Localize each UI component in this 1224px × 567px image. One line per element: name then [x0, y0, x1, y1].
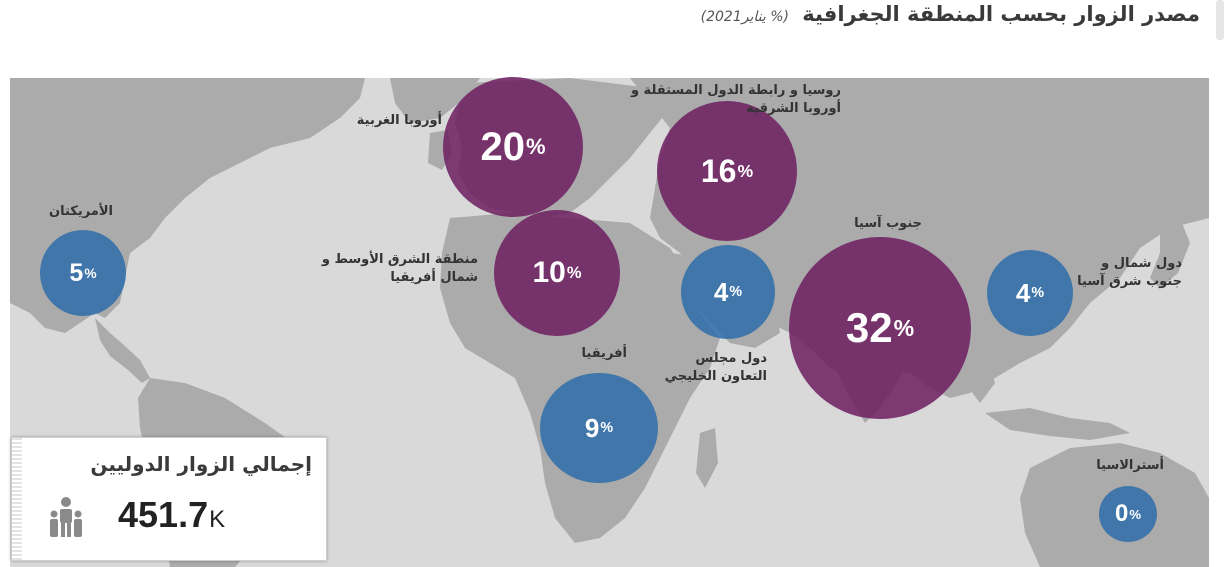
bubble-mena: 10% [494, 210, 620, 336]
value-ne-se-asia: 4 [1015, 277, 1031, 308]
unit-russia-cis: % [737, 160, 754, 181]
card-stripe [12, 438, 22, 560]
unit-western-europe: % [525, 134, 546, 159]
label-south-asia: جنوب آسيا [854, 216, 922, 231]
unit-americas: % [84, 265, 97, 281]
bubble-gcc: 4% [681, 245, 775, 339]
label-western-europe: أوروبا الغربية [356, 113, 442, 128]
value-gcc: 4 [713, 276, 729, 307]
label-mena: منطقة الشرق الأوسط و شمال أفريقيا [322, 251, 478, 287]
title-subtitle: (% يناير2021) [700, 9, 789, 25]
value-africa: 9 [584, 412, 600, 443]
bubble-ne-se-asia: 4% [987, 250, 1073, 336]
page-title: مصدر الزوار بحسب المنطقة الجغرافية (% ين… [701, 2, 1200, 26]
unit-ne-se-asia: % [1031, 285, 1045, 301]
bubble-americas: 5% [40, 230, 126, 316]
label-russia-cis: روسيا و رابطة الدول المستقلة و أوروبا ال… [631, 82, 841, 118]
value-australasia: 0 [1114, 500, 1129, 527]
label-ne-se-asia-line1: دول شمال و [1101, 256, 1182, 271]
unit-gcc: % [729, 284, 743, 300]
total-visitors-value: 451.7K [118, 494, 225, 536]
bubble-africa: 9% [540, 373, 658, 483]
label-gcc-line2: التعاون الخليجي [664, 369, 767, 384]
value-mena: 10 [532, 256, 566, 289]
label-gcc-line1: دول مجلس [695, 351, 767, 366]
value-south-asia: 32 [845, 304, 893, 351]
total-unit: K [209, 506, 226, 533]
unit-mena: % [566, 263, 582, 282]
label-russia-cis-line2: أوروبا الشرقية [746, 101, 841, 116]
bubble-russia-cis: 16% [657, 101, 797, 241]
label-mena-line2: شمال أفريقيا [390, 270, 478, 285]
people-icon [50, 497, 82, 537]
scrollbar[interactable] [1216, 0, 1224, 40]
label-gcc: دول مجلس التعاون الخليجي [665, 350, 767, 386]
total-value: 451.7 [118, 494, 209, 535]
total-visitors-card: إجمالي الزوار الدوليين 451.7K [11, 437, 327, 561]
bubble-south-asia: 32% [789, 237, 971, 419]
unit-south-asia: % [893, 314, 915, 341]
bubble-australasia: 0% [1099, 486, 1157, 542]
value-americas: 5 [69, 258, 84, 287]
label-mena-line1: منطقة الشرق الأوسط و [321, 252, 478, 267]
value-russia-cis: 16 [700, 152, 737, 189]
unit-australasia: % [1129, 506, 1142, 522]
total-visitors-title: إجمالي الزوار الدوليين [90, 452, 312, 476]
bubble-western-europe: 20% [443, 77, 583, 217]
label-ne-se-asia: دول شمال و جنوب شرق آسيا [1077, 255, 1182, 291]
label-americas: الأمريكتان [49, 204, 113, 219]
label-africa: أفريقيا [581, 346, 627, 361]
label-ne-se-asia-line2: جنوب شرق آسيا [1077, 274, 1182, 289]
value-western-europe: 20 [480, 124, 525, 169]
title-text: مصدر الزوار بحسب المنطقة الجغرافية [802, 2, 1200, 26]
label-russia-cis-line1: روسيا و رابطة الدول المستقلة و [630, 83, 841, 98]
unit-africa: % [600, 420, 614, 436]
label-australasia: أسترالاسيا [1096, 458, 1164, 473]
